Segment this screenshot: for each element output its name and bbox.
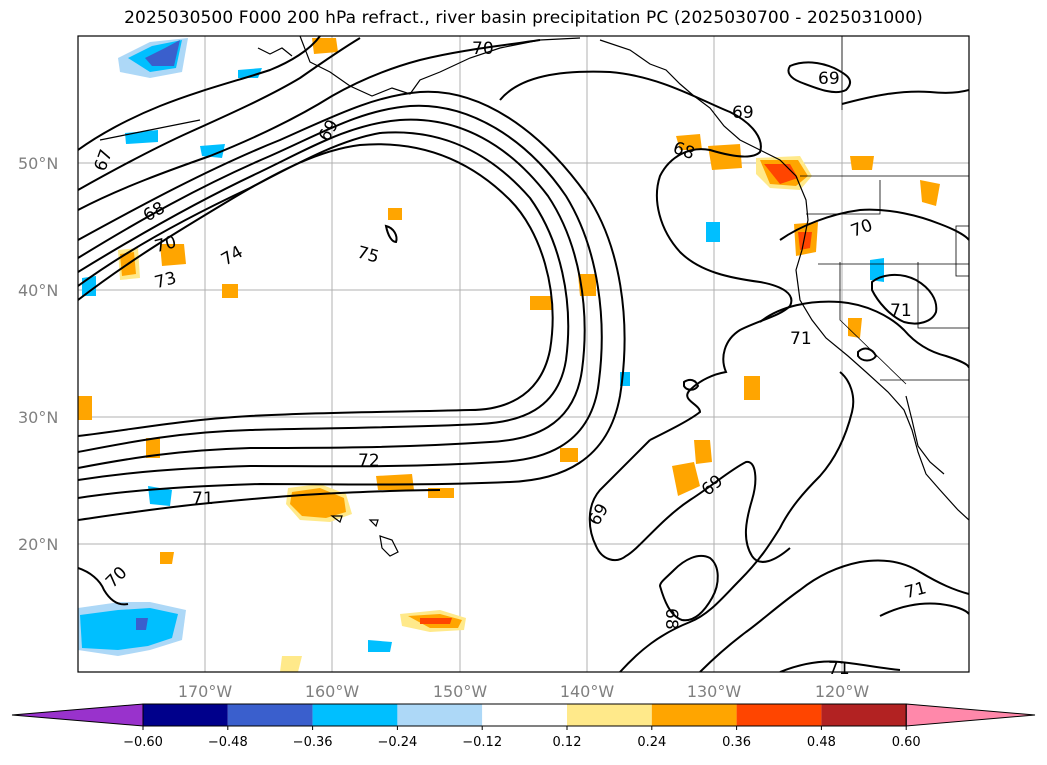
map-frame: [77, 35, 970, 673]
colorbar-tick-label: −0.24: [377, 735, 417, 750]
contour-label: 70: [472, 39, 494, 59]
contour-label: 71: [790, 329, 812, 349]
contour-label: 71: [828, 659, 850, 679]
colorbar-tick-label: −0.48: [208, 735, 248, 750]
colorbar-segment: [651, 704, 737, 726]
contour-label: 69: [732, 103, 754, 123]
lon-label: 170°W: [178, 682, 233, 701]
lon-label: 160°W: [305, 682, 360, 701]
lat-label: 50°N: [18, 154, 58, 173]
lon-label: 140°W: [560, 682, 615, 701]
map-area: [78, 36, 969, 672]
colorbar-tick-label: 0.60: [892, 735, 921, 750]
colorbar-tick-label: 0.48: [807, 735, 836, 750]
colorbar-segment: [567, 704, 652, 726]
colorbar-outline: [142, 703, 907, 727]
colorbar-segment: [821, 704, 907, 726]
contour-label: 71: [192, 489, 214, 509]
colorbar-tick-label: −0.60: [123, 735, 163, 750]
colorbar-segment: [397, 704, 483, 726]
colorbar-segment: [736, 704, 822, 726]
lat-label: 30°N: [18, 408, 58, 427]
lon-label: 150°W: [433, 682, 488, 701]
contour-label: 68: [661, 608, 681, 630]
map-title: 2025030500 F000 200 hPa refract., river …: [124, 8, 923, 28]
colorbar-segment: [905, 703, 1036, 727]
colorbar-segment: [143, 704, 228, 726]
colorbar-segment: [11, 703, 144, 727]
lon-label: 120°W: [815, 682, 870, 701]
colorbar-tick-label: 0.12: [553, 735, 582, 750]
colorbar-tick-label: −0.12: [462, 735, 502, 750]
latitude-labels: 50°N 40°N 30°N 20°N: [18, 154, 58, 554]
colorbar-tick-label: 0.24: [637, 735, 666, 750]
colorbar-segment: [312, 704, 398, 726]
colorbar-segment: [227, 704, 313, 726]
colorbar-tick-label: −0.36: [293, 735, 333, 750]
contour-lines: [78, 36, 969, 672]
graticule: [78, 36, 969, 672]
contour-label: 71: [890, 301, 912, 321]
borders: [800, 36, 969, 385]
colorbar-segment: [482, 704, 567, 726]
longitude-labels: 170°W 160°W 150°W 140°W 130°W 120°W: [178, 682, 870, 701]
contour-label: 72: [358, 451, 380, 471]
colorbar: −0.60 −0.48 −0.36 −0.24 −0.12 0.12 0.24 0.36 0.4…: [11, 703, 1036, 750]
lat-label: 20°N: [18, 535, 58, 554]
colorbar-tick-label: 0.36: [722, 735, 751, 750]
contour-label: 69: [818, 69, 840, 89]
lon-label: 130°W: [687, 682, 742, 701]
lat-label: 40°N: [18, 281, 58, 300]
